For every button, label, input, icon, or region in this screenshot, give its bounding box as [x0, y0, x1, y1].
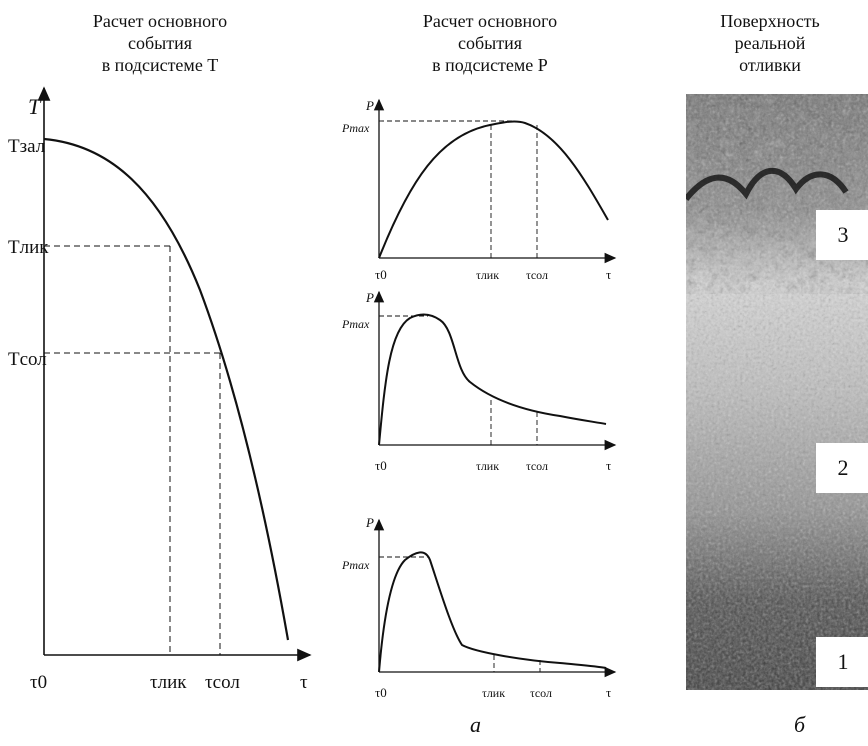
chart-p2-x0-label: τ0: [375, 458, 387, 473]
title-subsystem-p: Расчет основного события в подсистеме P: [370, 10, 610, 76]
title-s-line1: Поверхность: [720, 11, 820, 31]
chart-t-x0-label: τ0: [30, 672, 47, 693]
title-s-line3: отливки: [739, 55, 801, 75]
chart-t-tsol-label: Tсол: [8, 349, 47, 370]
title-t-line2: события: [127, 33, 193, 53]
chart-t-tlik-label: Tлик: [8, 237, 49, 258]
chart-p3-taulik-label: τлик: [482, 686, 505, 700]
chart-p2-tausol-label: τсол: [526, 459, 548, 473]
casting-surface-photo: [686, 94, 868, 690]
chart-p2-x-axis-label: τ: [606, 458, 611, 473]
title-surface: Поверхность реальной отливки: [680, 10, 860, 76]
title-p-line1: Расчет основного: [422, 11, 558, 31]
chart-p2-y-label: P: [365, 290, 374, 305]
chart-t-tausol-label: τсол: [205, 672, 240, 693]
chart-p2-curve: [378, 313, 607, 446]
zone-label-1: 1: [816, 637, 868, 687]
chart-p2-pmax-label: Pmax: [341, 317, 370, 331]
title-p-line2: события: [457, 33, 523, 53]
chart-t: T Tзал Tлик Tсол τ0 τлик τсол τ: [8, 86, 312, 693]
chart-p1-y-label: P: [365, 98, 374, 113]
chart-p2-taulik-label: τлик: [476, 459, 499, 473]
chart-p3-x0-label: τ0: [375, 685, 387, 700]
chart-t-y-label: T: [28, 94, 42, 119]
chart-p1-pmax-label: Pmax: [341, 121, 370, 135]
chart-p3-tausol-label: τсол: [530, 686, 552, 700]
title-t-line3: в подсистеме T: [101, 55, 219, 75]
title-s-line2: реальной: [734, 33, 806, 53]
chart-p3-x-axis-label: τ: [606, 685, 611, 700]
zone-label-3: 3: [816, 210, 868, 260]
chart-p1-x-axis-label: τ: [606, 267, 611, 282]
chart-p2: P Pmax τ0 τлик τсол τ: [341, 290, 617, 473]
chart-p1-taulik-label: τлик: [476, 268, 499, 282]
chart-p3-curve: [378, 551, 607, 673]
zone-label-2: 2: [816, 443, 868, 493]
chart-p1-x0-label: τ0: [375, 267, 387, 282]
casting-surface-texture: [686, 94, 868, 690]
chart-t-taulik-label: τлик: [150, 672, 187, 693]
caption-b: б: [794, 712, 806, 737]
chart-p1: P Pmax τ0 τлик τсол τ: [341, 98, 617, 282]
title-subsystem-t: Расчет основного события в подсистеме T: [40, 10, 280, 76]
chart-t-x-axis-label: τ: [300, 672, 308, 693]
title-t-line1: Расчет основного: [92, 11, 228, 31]
chart-p1-tausol-label: τсол: [526, 268, 548, 282]
chart-p3-pmax-label: Pmax: [341, 558, 370, 572]
chart-p3-y-label: P: [365, 515, 374, 530]
chart-t-tzal-label: Tзал: [8, 136, 46, 157]
chart-p1-curve: [378, 120, 609, 259]
chart-t-curve: [43, 137, 290, 641]
caption-a: а: [470, 712, 481, 737]
title-p-line3: в подсистеме P: [432, 55, 548, 75]
chart-p3: P Pmax τ0 τлик τсол τ: [341, 515, 617, 700]
